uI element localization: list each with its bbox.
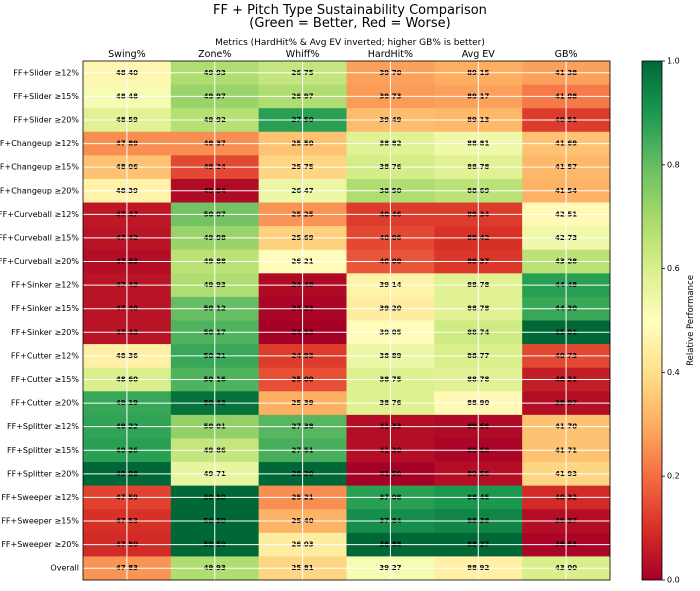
row-label: FF+Cutter ≥12% <box>11 351 79 360</box>
row-label: FF+Sweeper ≥15% <box>1 517 79 526</box>
row-label: FF+Slider ≥20% <box>13 115 79 124</box>
row-label: FF+Sinker ≥15% <box>11 304 79 313</box>
row-label: FF+Changeup ≥12% <box>0 139 79 148</box>
column-labels: Swing% Zone% Whiff% HardHit% Avg EV GB% <box>108 49 577 60</box>
row-label: FF+Curveball ≥20% <box>0 257 79 266</box>
column-label: Avg EV <box>462 49 496 60</box>
row-label: FF+Curveball ≥15% <box>0 233 79 242</box>
plot-frame <box>82 60 611 581</box>
colorbar-tick-label: 0.4 <box>667 368 680 377</box>
row-label: FF+Curveball ≥12% <box>0 210 79 219</box>
row-label: FF+Cutter ≥15% <box>11 375 79 384</box>
colorbar-scale <box>641 60 663 581</box>
colorbar-tick-label: 1.0 <box>667 57 680 66</box>
colorbar-tick-label: 0.8 <box>667 160 680 169</box>
row-label: FF+Sinker ≥12% <box>11 281 79 290</box>
colorbar-tick-label: 0.6 <box>667 264 680 273</box>
column-label: Zone% <box>198 49 231 60</box>
row-label: FF+Changeup ≥20% <box>0 186 79 195</box>
row-label: FF+Splitter ≥20% <box>7 469 79 478</box>
row-label: FF+Slider ≥15% <box>13 92 79 101</box>
chart-subtitle: (Green = Better, Red = Worse) <box>249 16 450 31</box>
column-label: GB% <box>555 49 578 60</box>
chart-title: FF + Pitch Type Sustainability Compariso… <box>213 3 487 18</box>
row-label: FF+Splitter ≥15% <box>7 446 79 455</box>
row-label: FF+Slider ≥12% <box>13 68 79 77</box>
row-label: FF+Cutter ≥20% <box>11 399 79 408</box>
column-label: Swing% <box>108 49 146 60</box>
colorbar: 0.0 0.2 0.4 0.6 0.8 1.0 Relative Performance <box>641 57 696 585</box>
row-label: Overall <box>50 564 79 573</box>
row-label: FF+Changeup ≥15% <box>0 163 79 172</box>
column-label: HardHit% <box>368 49 413 60</box>
row-label: FF+Sweeper ≥20% <box>1 540 79 549</box>
grid-lines <box>83 61 610 580</box>
column-label: Whiff% <box>286 49 320 60</box>
colorbar-tick-label: 0.2 <box>667 472 680 481</box>
heatmap-cells: 48.4049.9326.7539.7089.1541.3848.4849.97… <box>83 61 611 581</box>
row-label: FF+Splitter ≥12% <box>7 422 79 431</box>
row-labels: FF+Slider ≥12% FF+Slider ≥15% FF+Slider ≥2… <box>0 68 79 572</box>
row-label: FF+Sinker ≥20% <box>11 328 79 337</box>
colorbar-label: Relative Performance <box>686 275 696 366</box>
row-label: FF+Sweeper ≥12% <box>1 493 79 502</box>
colorbar-tick-label: 0.0 <box>667 576 680 585</box>
x-axis-label: Metrics (HardHit% & Avg EV inverted; hig… <box>215 38 485 48</box>
